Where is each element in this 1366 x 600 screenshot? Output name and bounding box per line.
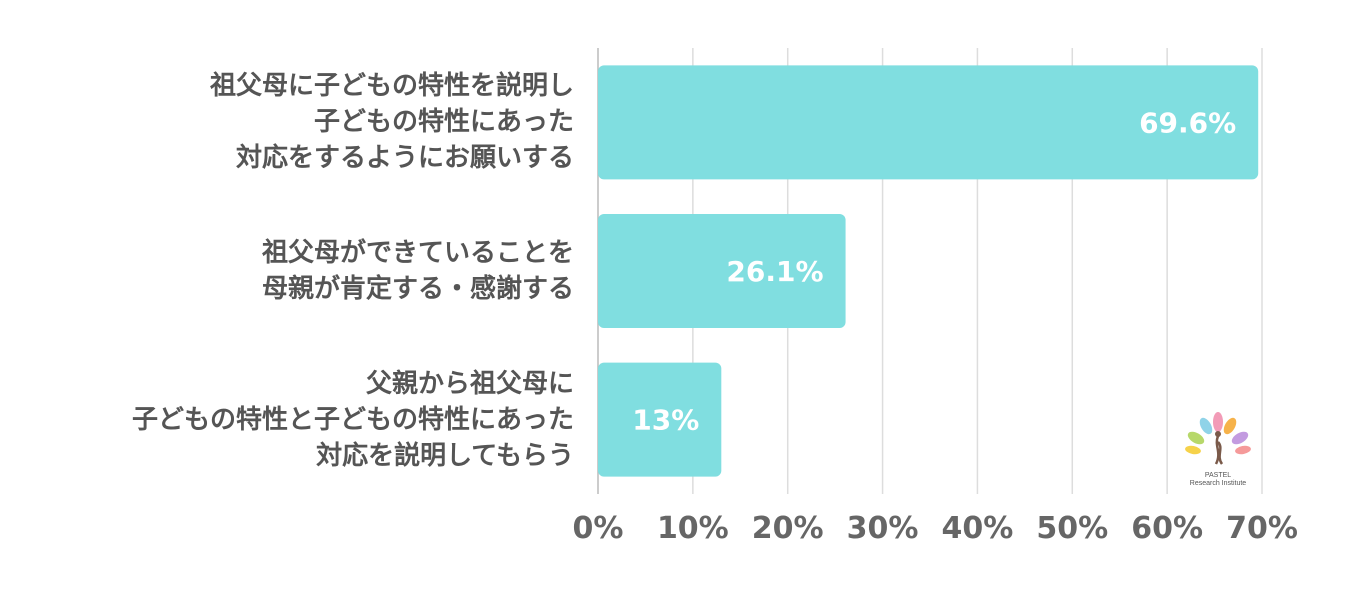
category-label-line: 子どもの特性と子どもの特性にあった xyxy=(131,404,574,435)
bar xyxy=(598,65,1259,180)
bar-value-label: 13% xyxy=(632,404,699,437)
bar-value-label: 69.6% xyxy=(1139,106,1236,139)
logo-text-line1: PASTEL xyxy=(1204,472,1232,479)
x-tick-label: 10% xyxy=(657,511,729,546)
x-tick-label: 70% xyxy=(1226,511,1298,546)
bar-value-label: 26.1% xyxy=(726,255,823,288)
category-label-line: 子どもの特性にあった xyxy=(313,107,574,138)
category-label-line: 祖父母ができていることを xyxy=(261,238,574,268)
category-label-line: 対応を説明してもらう xyxy=(316,440,574,471)
category-label-line: 対応をするようにお願いする xyxy=(235,143,574,174)
x-tick-label: 40% xyxy=(942,511,1014,546)
bar xyxy=(598,214,846,328)
x-tick-label: 0% xyxy=(573,511,624,546)
bar xyxy=(598,362,722,477)
x-tick-label: 20% xyxy=(752,511,824,546)
logo-text-line2: Research Institute xyxy=(1189,480,1247,487)
pastel-logo: PASTEL Research Institute xyxy=(1178,412,1258,492)
x-tick-label: 60% xyxy=(1131,511,1203,546)
tree-logo-icon xyxy=(1185,412,1251,465)
category-label: 祖父母ができていることを 母親が肯定する・感謝する xyxy=(262,235,574,307)
x-tick-label: 30% xyxy=(847,511,919,546)
x-tick-label: 50% xyxy=(1036,511,1108,546)
category-label: 祖父母に子どもの特性を説明し子どもの特性にあった対応をするようにお願いする xyxy=(210,68,574,176)
category-label-line: 祖父母に子どもの特性を説明し xyxy=(209,71,574,102)
category-label: 父親から祖父母に子どもの特性と子どもの特性にあった対応を説明してもらう xyxy=(132,366,574,474)
category-label-line: 母親が肯定する・感謝する xyxy=(261,274,574,304)
category-label-line: 父親から祖父母に xyxy=(365,368,574,399)
